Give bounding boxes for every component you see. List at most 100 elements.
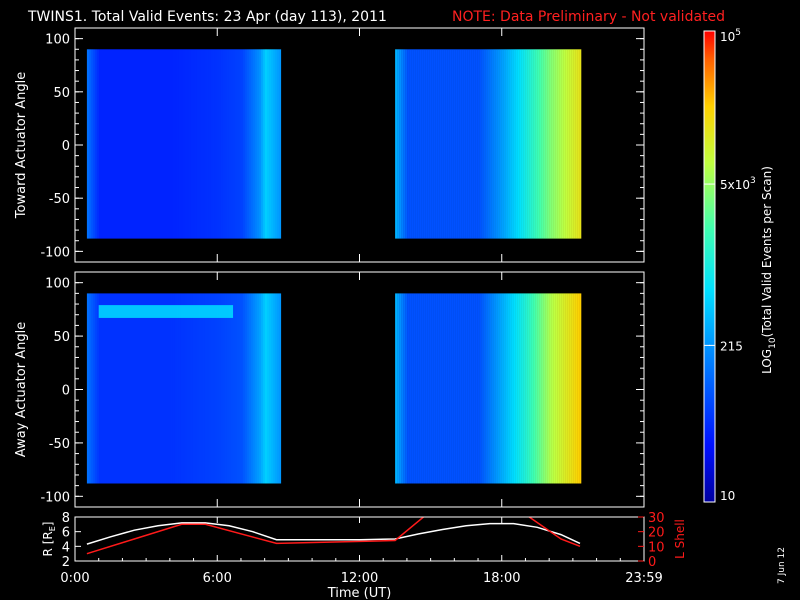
heatmap-column: [459, 293, 462, 484]
heatmap-column: [156, 293, 160, 484]
heatmap-column: [511, 49, 514, 239]
heatmap-column: [399, 49, 402, 239]
heatmap-column: [415, 293, 418, 484]
heatmap-column: [441, 293, 444, 484]
heatmap-column: [160, 49, 164, 239]
heatmap-column: [202, 49, 206, 239]
heatmap-column: [190, 293, 194, 484]
heatmap-column: [216, 49, 220, 239]
heatmap-column: [451, 293, 454, 484]
heatmap-column: [238, 293, 242, 484]
heatmap-column: [252, 49, 256, 239]
heatmap-column: [443, 49, 446, 239]
heatmap-column: [525, 49, 528, 239]
heatmap-column: [401, 293, 404, 484]
heatmap-column: [567, 293, 570, 484]
heatmap-column: [224, 293, 228, 484]
heatmap-column: [455, 49, 458, 239]
heatmap-column: [579, 49, 582, 239]
heatmap-column: [573, 293, 576, 484]
heatmap-column: [170, 49, 174, 239]
heatmap-column: [521, 49, 524, 239]
x-tick-label: 12:00: [341, 571, 378, 586]
heatmap-column: [198, 49, 202, 239]
heatmap-column: [469, 293, 472, 484]
heatmap-column: [266, 293, 270, 484]
away-panel: 100 50 0 -50 -100 Away Actuator Angle: [14, 271, 645, 508]
heatmap-column: [236, 293, 240, 484]
heatmap-column: [515, 49, 518, 239]
heatmap-column: [453, 49, 456, 239]
heatmap-column: [415, 49, 418, 239]
heatmap-column: [425, 293, 428, 484]
heatmap-column: [471, 293, 474, 484]
heatmap-column: [573, 49, 576, 239]
heatmap-column: [128, 293, 132, 484]
heatmap-column: [419, 49, 422, 239]
heatmap-column: [405, 293, 408, 484]
heatmap-column: [409, 49, 412, 239]
heatmap-column: [134, 49, 138, 239]
heatmap-column: [495, 49, 498, 239]
heatmap-column: [132, 49, 136, 239]
heatmap-column: [260, 49, 264, 239]
heatmap-column: [515, 293, 518, 484]
heatmap-column: [529, 49, 532, 239]
heatmap-column: [250, 293, 254, 484]
heatmap-column: [172, 293, 176, 484]
heatmap-column: [270, 49, 274, 239]
heatmap-column: [479, 293, 482, 484]
heatmap-column: [234, 293, 238, 484]
heatmap-column: [204, 49, 208, 239]
heatmap-column: [549, 293, 552, 484]
heatmap-column: [180, 49, 184, 239]
heatmap-column: [419, 293, 422, 484]
heatmap-column: [531, 293, 534, 484]
heatmap-column: [212, 293, 216, 484]
heatmap-column: [431, 293, 434, 484]
colorbar-tick-text: 10: [720, 489, 735, 503]
heatmap-column: [192, 49, 196, 239]
heatmap-column: [170, 293, 174, 484]
heatmap-column: [405, 49, 408, 239]
heatmap-column: [477, 293, 480, 484]
heatmap-column: [407, 293, 410, 484]
heatmap-column: [206, 293, 210, 484]
heatmap-column: [401, 49, 404, 239]
heatmap-column: [238, 49, 242, 239]
heatmap-column: [537, 49, 540, 239]
heatmap-column: [258, 49, 262, 239]
heatmap-column: [447, 49, 450, 239]
heatmap-column: [413, 49, 416, 239]
heatmap-column: [132, 293, 136, 484]
heatmap-column: [176, 49, 180, 239]
heatmap-column: [479, 49, 482, 239]
heatmap-column: [403, 293, 406, 484]
heatmap-column: [218, 49, 222, 239]
colorbar-tick-label: 215: [720, 339, 743, 353]
heatmap-column: [467, 49, 470, 239]
heatmap-column: [126, 49, 130, 239]
heatmap-column: [465, 49, 468, 239]
heatmap-column: [116, 49, 120, 239]
heatmap-column: [164, 49, 168, 239]
heatmap-column: [220, 293, 224, 484]
heatmap-column: [553, 49, 556, 239]
heatmap-column: [487, 293, 490, 484]
heatmap-column: [144, 49, 148, 239]
heatmap-column: [437, 49, 440, 239]
y-right-tick-label: 20: [648, 526, 665, 541]
heatmap-column: [194, 293, 198, 484]
colorbar-tick-label: 105: [720, 28, 741, 44]
heatmap-column: [100, 293, 104, 484]
y-left-label-sub: E: [48, 526, 57, 531]
colorbar-tick-label: 10: [720, 489, 735, 503]
heatmap-column: [539, 49, 542, 239]
heatmap-column: [551, 293, 554, 484]
heatmap-column: [164, 293, 168, 484]
heatmap-column: [403, 49, 406, 239]
heatmap-column: [236, 49, 240, 239]
heatmap-column: [561, 49, 564, 239]
heatmap-column: [128, 49, 132, 239]
heatmap-column: [218, 293, 222, 484]
